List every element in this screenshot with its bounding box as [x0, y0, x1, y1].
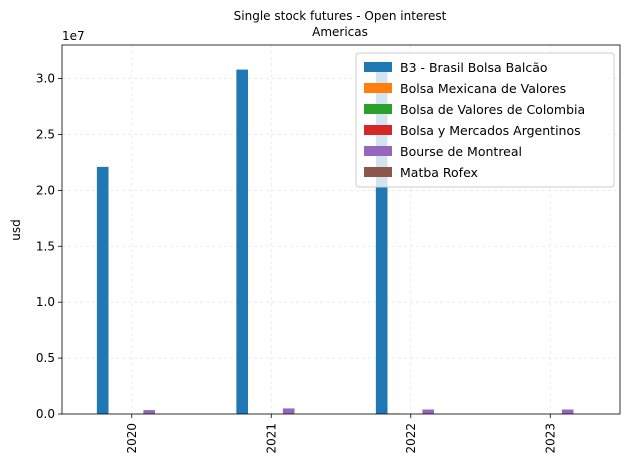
legend-swatch: [364, 83, 392, 93]
axes: 0.0 0.5 1.0 1.5 2.0 2.5 3.0 2020 2021 2022 2023: [36, 44, 621, 454]
legend-swatch: [364, 125, 392, 135]
legend-swatch: [364, 146, 392, 156]
y-tick-label: 1.5: [36, 239, 55, 253]
x-tick-label: 2021: [264, 423, 278, 454]
legend-label: Bolsa de Valores de Colombia: [400, 102, 585, 117]
y-tick-label: 2.5: [36, 127, 55, 141]
legend-label: Matba Rofex: [400, 165, 478, 180]
bar: [282, 408, 295, 414]
legend-label: Bourse de Montreal: [400, 144, 522, 159]
y-tick-label: 3.0: [36, 72, 55, 86]
legend-label: Bolsa Mexicana de Valores: [400, 81, 566, 96]
plot-frame: [61, 44, 621, 415]
legend-swatch: [364, 62, 392, 72]
x-tick-label: 2023: [543, 423, 557, 454]
y-axis-label: usd: [9, 219, 23, 240]
legend-swatch: [364, 104, 392, 114]
y-tick-label: 1.0: [36, 295, 55, 309]
y-tick-label: 2.0: [36, 183, 55, 197]
chart-title: Single stock futures - Open interest: [234, 9, 447, 23]
x-tick-label: 2020: [125, 423, 139, 454]
y-axis-multiplier: 1e7: [62, 29, 85, 43]
legend-label: Bolsa y Mercados Argentinos: [400, 123, 581, 138]
legend-label: B3 - Brasil Bolsa Balcão: [400, 60, 548, 75]
bar: [143, 410, 155, 414]
legend: B3 - Brasil Bolsa Balcão Bolsa Mexicana d…: [355, 52, 615, 188]
bar: [422, 409, 434, 414]
legend-swatch: [364, 167, 392, 177]
y-tick-label: 0.5: [36, 351, 55, 365]
x-tick-label: 2022: [404, 423, 418, 454]
bar: [96, 166, 109, 414]
legend-box: [355, 52, 615, 188]
chart-subtitle: Americas: [312, 25, 368, 39]
bar: [236, 69, 248, 414]
bar: [561, 409, 574, 414]
bar: [375, 61, 388, 414]
y-tick-label: 0.0: [36, 407, 55, 421]
